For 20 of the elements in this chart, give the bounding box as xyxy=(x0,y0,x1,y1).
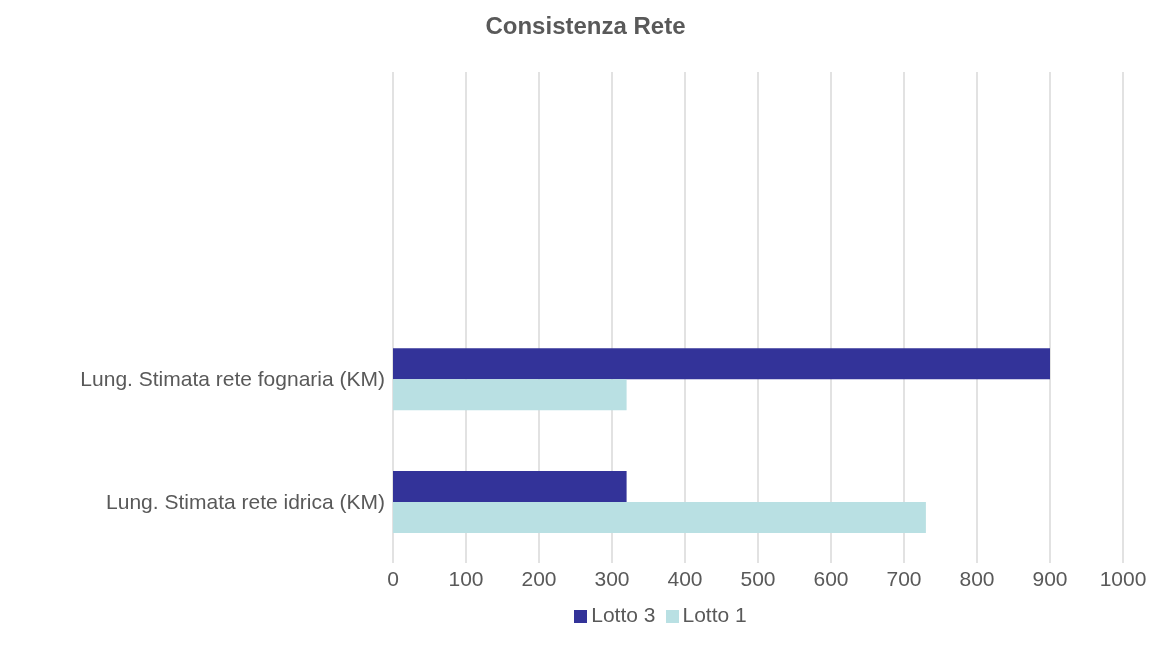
x-tick-label: 200 xyxy=(521,566,557,590)
bar xyxy=(393,348,1050,380)
y-tick-label: Lung. Stimata rete idrica (KM) xyxy=(106,490,385,514)
x-tick-label: 300 xyxy=(594,566,630,590)
x-tick-label: 800 xyxy=(959,566,995,590)
bar xyxy=(393,501,926,533)
legend-label: Lotto 1 xyxy=(682,603,747,626)
x-tick-label: 100 xyxy=(448,566,484,590)
bar xyxy=(393,470,627,502)
chart-title: Consistenza Rete xyxy=(484,11,687,41)
x-tick-label: 0 xyxy=(387,566,399,590)
legend-label: Lotto 3 xyxy=(591,603,656,626)
y-tick-label: Lung. Stimata rete fognaria (KM) xyxy=(80,367,385,391)
x-tick-label: 1000 xyxy=(1099,566,1147,590)
x-tick-label: 900 xyxy=(1032,566,1068,590)
x-tick-label: 700 xyxy=(886,566,922,590)
x-tick-label: 600 xyxy=(813,566,849,590)
x-tick-label: 500 xyxy=(740,566,776,590)
bar xyxy=(393,379,627,411)
x-tick-label: 400 xyxy=(667,566,703,590)
